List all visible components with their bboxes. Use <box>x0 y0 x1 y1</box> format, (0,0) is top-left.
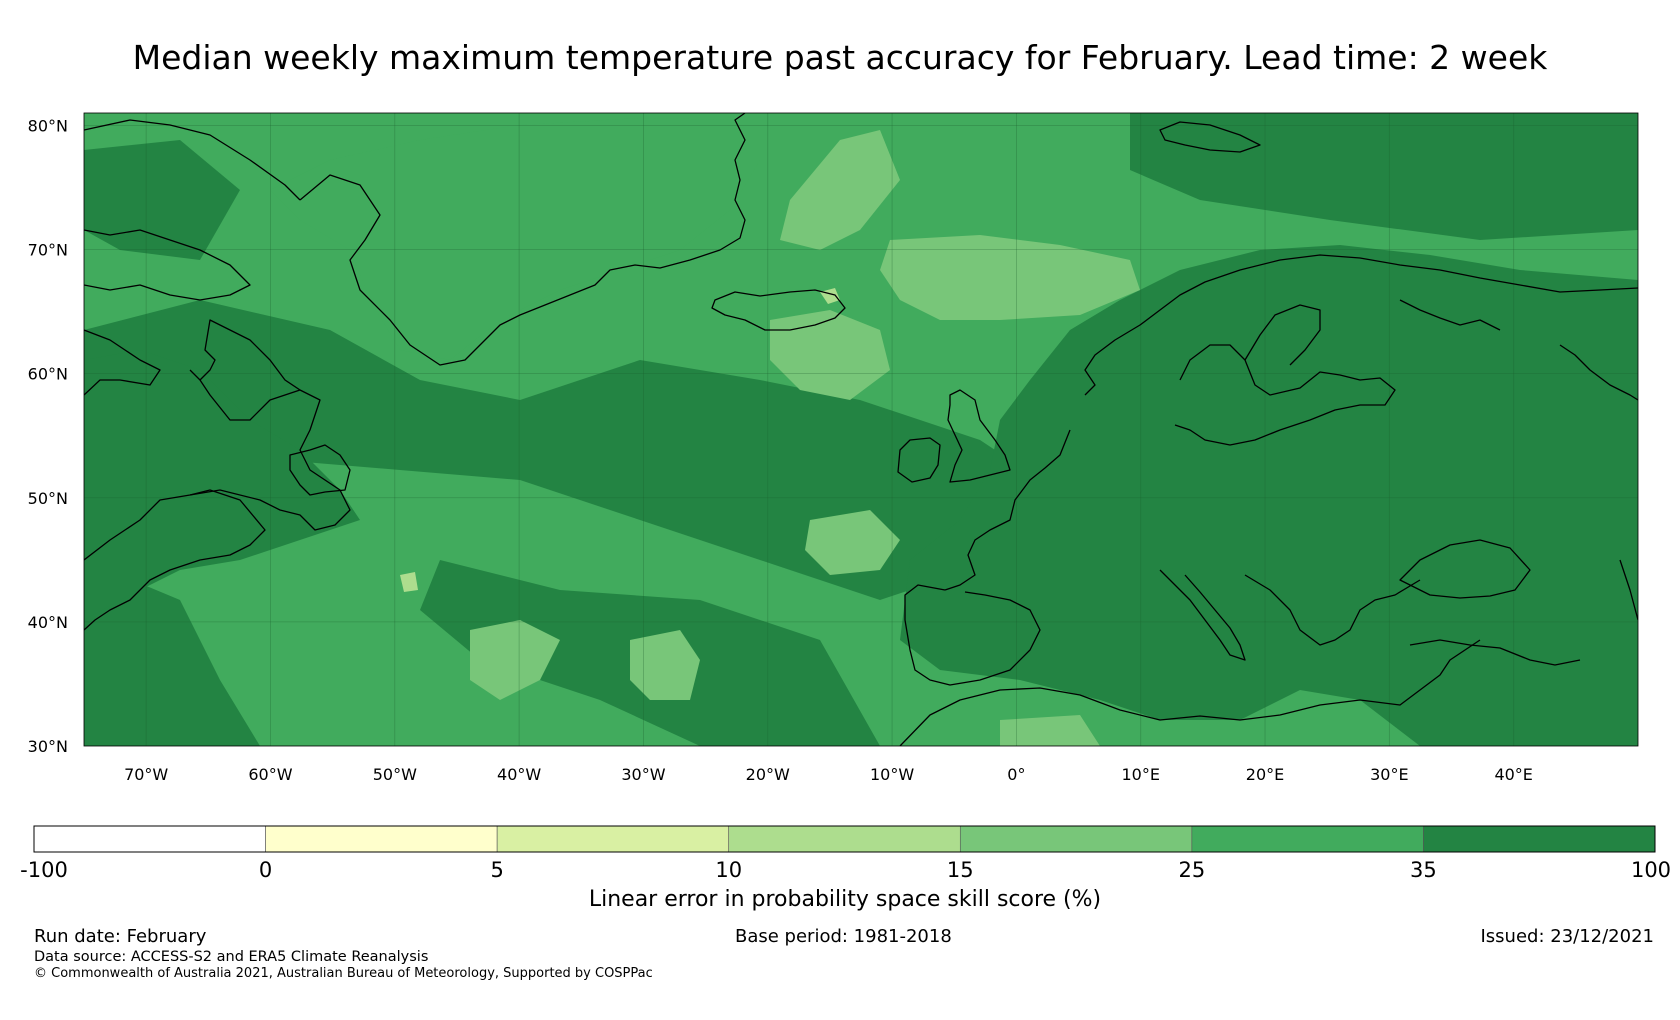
chart-title: Median weekly maximum temperature past a… <box>132 38 1548 77</box>
colorbar-tick-label: 10 <box>715 858 742 882</box>
colorbar-label: Linear error in probability space skill … <box>589 887 1101 912</box>
colorbar-segment <box>496 825 730 853</box>
longitude-label: 30°W <box>621 765 665 784</box>
longitude-label: 50°W <box>373 765 417 784</box>
coastline-italy <box>1159 569 1246 661</box>
longitude-label: 30°E <box>1370 765 1408 784</box>
coastline-balkans <box>1244 574 1421 646</box>
skill-patch-mid-iceland-south <box>770 310 890 400</box>
coastline-svalbard <box>1159 121 1261 153</box>
skill-patch-high-baffin <box>84 140 240 260</box>
coastline-ireland <box>897 437 941 483</box>
copyright: © Commonwealth of Australia 2021, Austra… <box>34 966 653 981</box>
coastline-black-sea <box>1399 539 1531 599</box>
coastline-baltic <box>1174 344 1396 446</box>
latitude-label: 30°N <box>28 737 68 756</box>
coastline-newfoundland <box>289 444 351 496</box>
longitude-label: 70°W <box>124 765 168 784</box>
latitude-labels: 80°N 70°N 60°N 50°N 40°N 30°N <box>28 116 68 756</box>
base-period: Base period: 1981-2018 <box>735 926 952 947</box>
colorbar-segment <box>959 825 1193 853</box>
skill-patch-low-north-atlantic <box>400 572 418 592</box>
colorbar-tick-labels: -100 0 5 10 15 25 35 100 <box>20 858 1671 882</box>
longitude-label: 10°W <box>870 765 914 784</box>
longitude-labels: 70°W 60°W 50°W 40°W 30°W 20°W 10°W 0° 10°E 20°E 30… <box>124 765 1533 784</box>
latitude-label: 70°N <box>28 241 68 260</box>
coastline-novaya-zemlya <box>1559 344 1638 401</box>
latitude-label: 60°N <box>28 365 68 384</box>
colorbar-segment <box>1423 825 1656 853</box>
skill-patch-mid-subtropical <box>630 630 700 700</box>
skill-patch-high-west-coast <box>84 560 260 746</box>
colorbar-tick-label: 100 <box>1631 858 1671 882</box>
latitude-label: 80°N <box>28 116 68 135</box>
colorbar-tick-label: -100 <box>20 858 68 882</box>
coastline-iberia <box>904 584 1041 686</box>
coastline-iceland <box>711 289 846 331</box>
skill-patch-high-arctic-east <box>1130 113 1638 240</box>
longitude-label: 40°E <box>1494 765 1532 784</box>
coastline-caspian <box>1619 559 1638 621</box>
colorbar-tick-label: 15 <box>947 858 974 882</box>
coastline-anatolia <box>1409 639 1581 666</box>
longitude-label: 0° <box>1007 765 1025 784</box>
coastline-baffin-north <box>84 119 301 201</box>
coastline-north-africa <box>899 639 1481 746</box>
issued-date: Issued: 23/12/2021 <box>1480 926 1654 947</box>
colorbar <box>33 825 1656 853</box>
skill-field <box>84 113 1638 746</box>
skill-patch-mid-norwegian-sea <box>880 235 1140 320</box>
coastline-great-britain <box>947 389 1011 483</box>
map-frame <box>83 112 1639 747</box>
run-date: Run date: February <box>34 926 207 947</box>
colorbar-segment <box>728 825 961 853</box>
coastline-gulf-st-lawrence <box>189 369 351 531</box>
coastline-labrador <box>199 319 301 391</box>
data-source: Data source: ACCESS-S2 and ERA5 Climate … <box>34 949 429 965</box>
longitude-label: 20°W <box>746 765 790 784</box>
coastline-western-europe <box>944 429 1071 591</box>
coastline-scandinavia <box>1084 254 1638 396</box>
colorbar-segment <box>265 825 498 853</box>
latitude-label: 40°N <box>28 613 68 632</box>
colorbar-tick-label: 5 <box>490 858 503 882</box>
coastlines <box>84 113 1638 746</box>
longitude-label: 40°W <box>497 765 541 784</box>
skill-patch-mid-denmark-strait <box>780 130 900 250</box>
skill-patch-land-greenland <box>270 118 760 360</box>
coastline-baffin-island <box>84 229 251 301</box>
coastline-bay-of-bothnia <box>1244 304 1321 366</box>
longitude-label: 60°W <box>248 765 292 784</box>
latitude-label: 50°N <box>28 489 68 508</box>
colorbar-tick-label: 0 <box>259 858 272 882</box>
skill-patch-land-north-america <box>84 350 360 620</box>
skill-patch-mid-azores <box>805 510 900 575</box>
coastline-hudson-strait <box>84 329 161 396</box>
colorbar-segment <box>33 825 266 853</box>
coastline-greenland <box>299 113 746 366</box>
longitude-label: 10°E <box>1121 765 1159 784</box>
colorbar-tick-label: 35 <box>1410 858 1437 882</box>
graticule <box>84 113 1638 746</box>
skill-patch-high-labrador <box>84 300 1040 600</box>
colorbar-segment <box>1191 825 1424 853</box>
longitude-label: 20°E <box>1246 765 1284 784</box>
skill-patch-mid-north-africa <box>1000 715 1100 746</box>
coastline-white-sea <box>1399 299 1501 331</box>
coastline-north-america <box>84 489 266 631</box>
colorbar-tick-label: 25 <box>1178 858 1205 882</box>
colorbar-frame <box>33 825 1656 853</box>
skill-patch-mid-central-atlantic <box>470 620 560 700</box>
